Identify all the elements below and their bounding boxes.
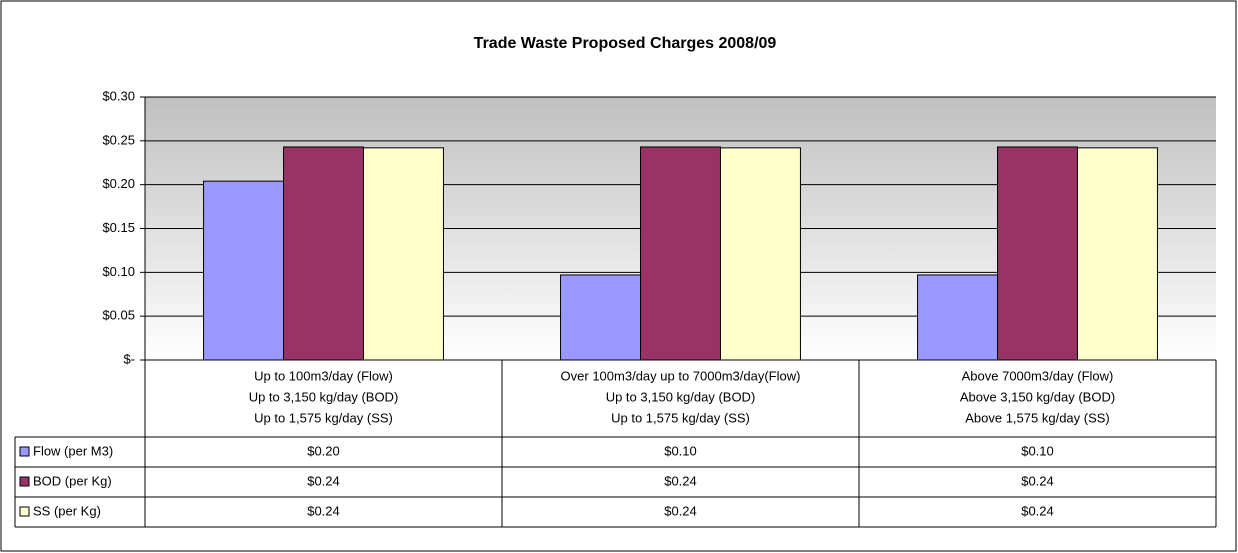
bar (362, 147, 444, 361)
x-tick-label: Up to 3,150 kg/day (BOD) (606, 389, 756, 404)
bar (560, 274, 642, 361)
y-tick-label: $- (123, 351, 135, 366)
table-value: $0.24 (307, 473, 340, 488)
table-value: $0.24 (1021, 503, 1054, 518)
table-value: $0.10 (664, 443, 697, 458)
y-tick-label: $0.05 (102, 308, 135, 323)
legend-label: BOD (per Kg) (33, 473, 112, 488)
legend-swatch (19, 506, 30, 517)
y-tick-label: $0.25 (102, 132, 135, 147)
table-value: $0.20 (307, 443, 340, 458)
table-value: $0.24 (1021, 473, 1054, 488)
table-value: $0.24 (664, 473, 697, 488)
x-tick-label: Above 1,575 kg/day (SS) (965, 410, 1110, 425)
legend-label: Flow (per M3) (33, 443, 113, 458)
table-value: $0.10 (1021, 443, 1054, 458)
bar (997, 146, 1078, 361)
y-tick-label: $0.10 (102, 264, 135, 279)
y-tick-label: $0.15 (102, 220, 135, 235)
chart-title: Trade Waste Proposed Charges 2008/09 (474, 35, 777, 52)
bar (1076, 147, 1158, 361)
x-tick-label: Above 3,150 kg/day (BOD) (960, 389, 1115, 404)
bar (640, 146, 721, 361)
x-tick-label: Up to 1,575 kg/day (SS) (254, 410, 393, 425)
table-value: $0.24 (307, 503, 340, 518)
legend-swatch (19, 476, 30, 487)
y-tick-label: $0.30 (102, 88, 135, 103)
table-value: $0.24 (664, 503, 697, 518)
legend-swatch (19, 446, 30, 457)
bar (719, 147, 801, 361)
x-tick-label: Up to 100m3/day (Flow) (254, 368, 393, 383)
bar (283, 146, 364, 361)
x-tick-label: Over 100m3/day up to 7000m3/day(Flow) (561, 368, 801, 383)
x-tick-label: Above 7000m3/day (Flow) (962, 368, 1114, 383)
bar (203, 180, 285, 361)
legend-label: SS (per Kg) (33, 503, 101, 518)
y-tick-label: $0.20 (102, 176, 135, 191)
bar (917, 274, 999, 361)
x-tick-label: Up to 3,150 kg/day (BOD) (249, 389, 399, 404)
x-tick-label: Up to 1,575 kg/day (SS) (611, 410, 750, 425)
